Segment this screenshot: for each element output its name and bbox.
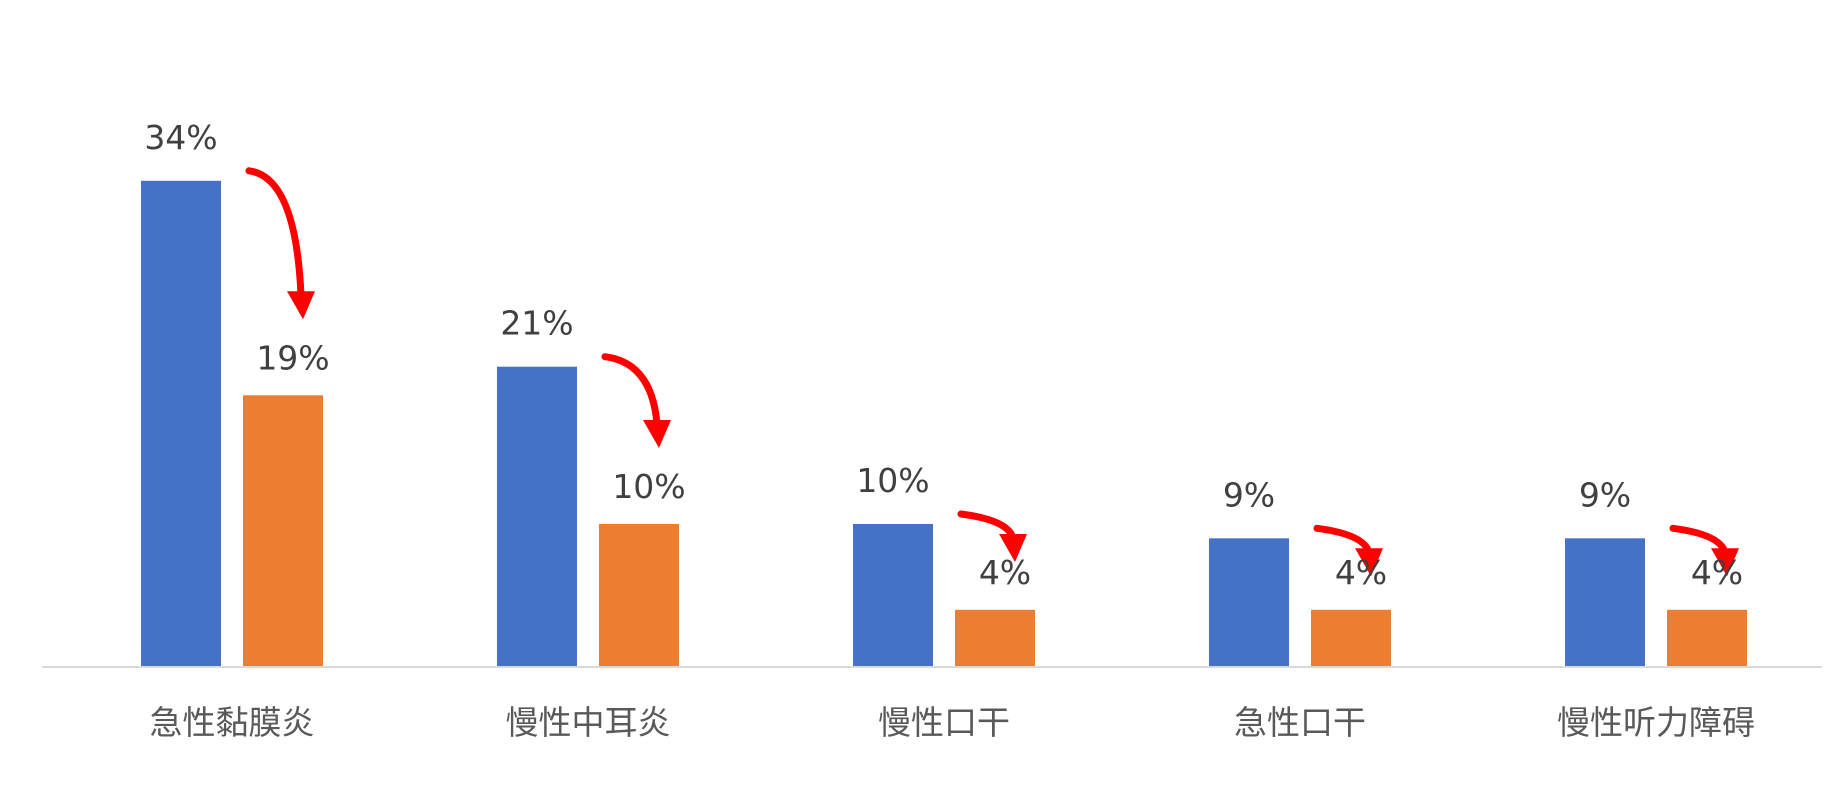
bar-series2-1 (599, 524, 679, 667)
decrease-arrow-shaft-0 (245, 167, 305, 299)
decrease-arrow-head-0 (287, 291, 315, 320)
bar-series1-0 (141, 180, 221, 668)
category-label-3: 急性口干 (1234, 703, 1366, 742)
decrease-arrow-head-4 (1711, 548, 1739, 577)
decrease-arrow-head-2 (999, 534, 1027, 562)
category-label-2: 慢性口干 (878, 703, 1010, 742)
bar-series1-3 (1209, 538, 1289, 667)
data-label-series1-1: 21% (500, 304, 573, 343)
data-label-series2-2: 4% (979, 553, 1031, 592)
data-label-series2-3: 4% (1335, 553, 1387, 592)
data-label-series2-4: 4% (1691, 553, 1743, 592)
decrease-arrows (245, 167, 1739, 577)
data-label-series2-0: 19% (256, 338, 329, 377)
decrease-arrow-head-3 (1355, 548, 1383, 577)
data-label-series1-4: 9% (1579, 475, 1631, 514)
bar-series2-0 (243, 395, 323, 667)
data-label-series2-1: 10% (612, 467, 685, 506)
decrease-arrow-shaft-1 (601, 353, 661, 428)
bar-series1-2 (853, 524, 933, 667)
category-label-0: 急性黏膜炎 (150, 703, 315, 742)
bars-layer (141, 180, 1747, 668)
bar-series2-2 (955, 609, 1035, 667)
category-labels: 急性黏膜炎 慢性中耳炎 慢性口干 急性口干 慢性听力障碍 (150, 703, 1756, 742)
decrease-arrow-head-1 (643, 420, 671, 448)
data-label-series1-0: 34% (144, 118, 217, 157)
bar-series2-3 (1311, 609, 1391, 667)
category-label-1: 慢性中耳炎 (506, 703, 671, 742)
category-label-4: 慢性听力障碍 (1557, 703, 1755, 742)
data-labels: 34% 19% 21% 10% 10% 4% 9% 4% 9% 4% (144, 118, 1743, 592)
bar-series2-4 (1667, 609, 1747, 667)
data-label-series1-2: 10% (856, 461, 929, 500)
data-label-series1-3: 9% (1223, 475, 1275, 514)
bar-series1-4 (1565, 538, 1645, 667)
bar-series1-1 (497, 366, 577, 667)
